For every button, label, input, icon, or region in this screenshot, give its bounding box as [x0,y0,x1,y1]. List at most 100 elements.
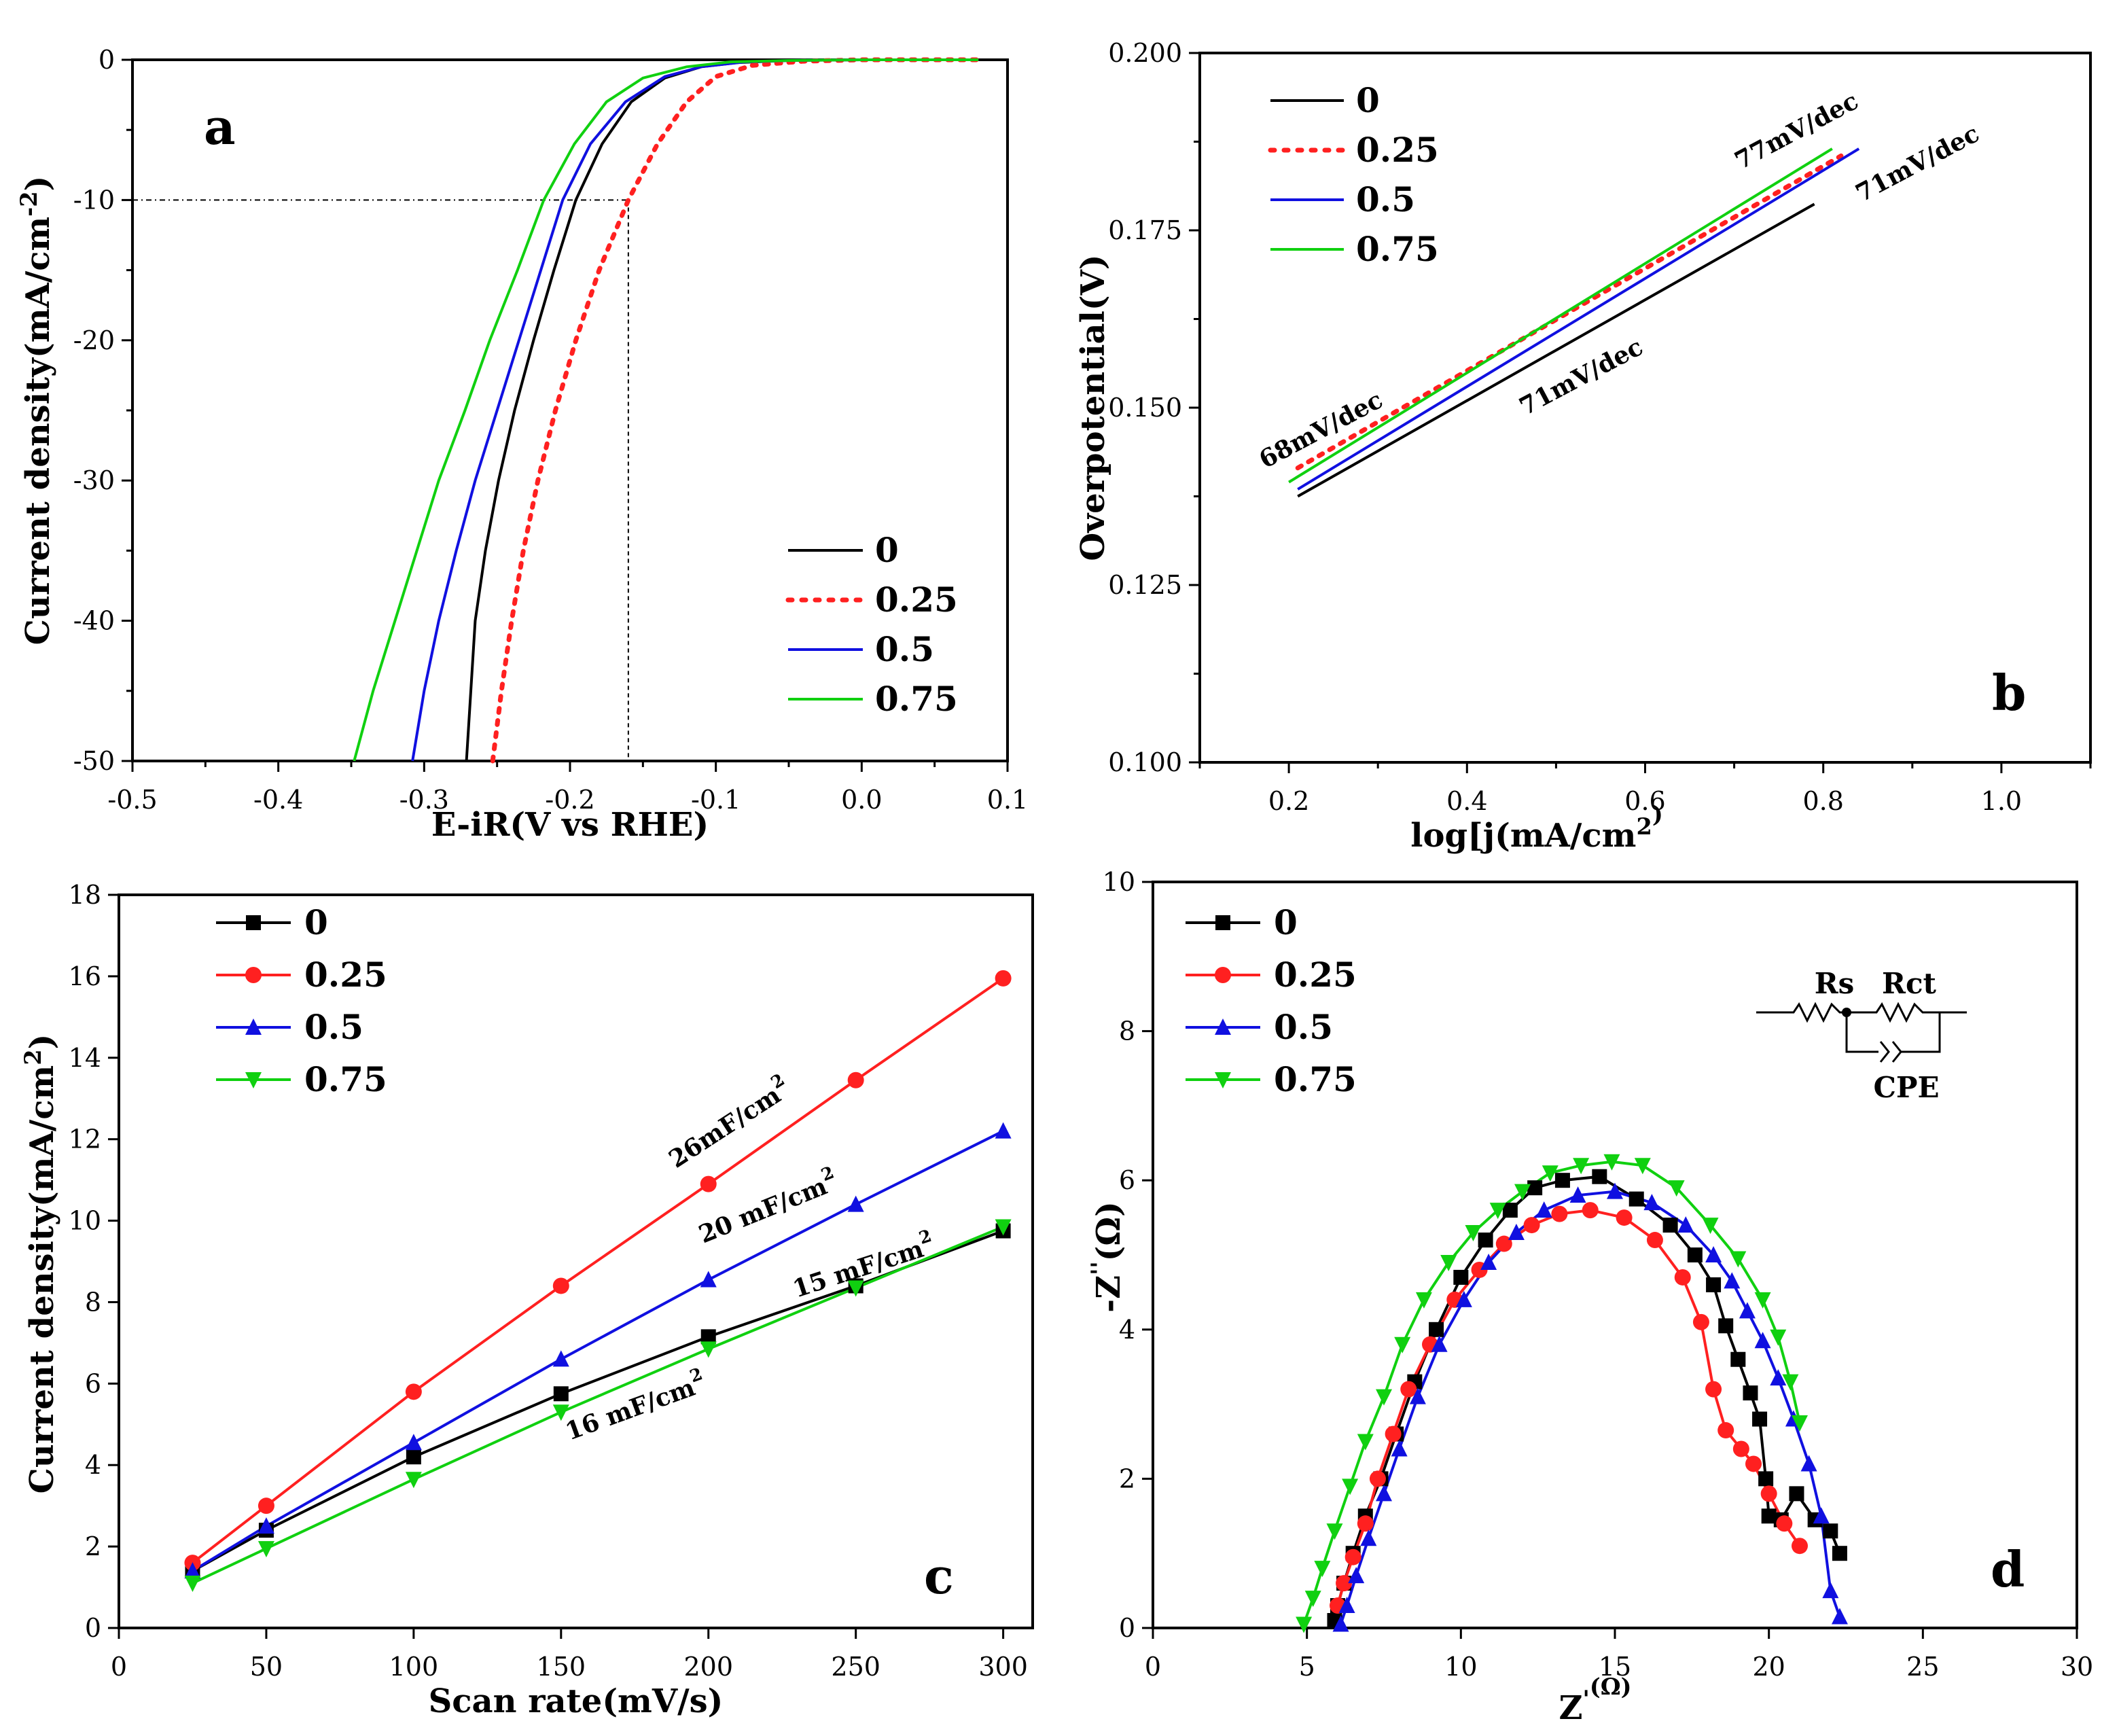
y-tick-label: 8 [1119,1016,1135,1046]
data-point-0.25 [1336,1575,1353,1592]
data-point-0.5 [847,1195,864,1212]
data-point-0 [1662,1218,1678,1233]
y-tick-label: 6 [1119,1165,1135,1195]
data-point-0.75 [995,1219,1012,1236]
y-tick-label: 14 [69,1043,101,1073]
data-point-0.75 [1296,1616,1313,1633]
data-point-0.5 [1813,1507,1830,1524]
y-tick-label: 16 [69,961,101,991]
data-point-0 [1429,1322,1444,1337]
x-tick-label: -0.5 [107,785,157,815]
legend-marker-0.75 [1215,1072,1231,1088]
x-tick-label: 150 [537,1652,586,1682]
data-point-0.25 [1717,1422,1734,1439]
data-point-0.5 [1348,1567,1365,1584]
y-tick-label: 10 [69,1206,101,1236]
data-point-0.25 [1760,1485,1777,1502]
series-line-0.75 [1302,1160,1801,1625]
data-point-0.5 [1431,1335,1448,1352]
series-line-0 [1297,202,1815,498]
legend-label: 0.75 [875,679,958,719]
data-point-0.75 [405,1472,422,1489]
data-point-0.25 [405,1383,422,1400]
x-axis-label: Z'(Ω) [1559,1673,1632,1727]
data-point-0.25 [1369,1470,1386,1487]
data-point-0.5 [1831,1608,1848,1625]
legend-label: 0.5 [1274,1007,1333,1047]
legend-marker-0.25 [1215,967,1231,983]
x-tick-label: 100 [389,1652,439,1682]
x-tick-label: 0.6 [1624,786,1665,816]
data-point-0.5 [1508,1224,1525,1241]
y-tick-label: 4 [85,1450,101,1480]
series-line-0.5 [1339,1190,1841,1625]
legend-marker-0.5 [245,1018,262,1035]
data-point-0.5 [1455,1290,1472,1307]
y-tick-label: 0.125 [1108,570,1182,600]
legend-label: 0 [304,902,328,942]
data-point-0.25 [1616,1209,1633,1226]
data-point-0.5 [1677,1216,1694,1233]
data-point-0 [1527,1180,1543,1196]
data-point-0.5 [700,1271,717,1288]
data-point-0 [1628,1191,1644,1207]
x-axis-label: E-iR(V vs RHE) [431,806,709,844]
data-point-0.25 [1400,1381,1417,1398]
data-point-0.75 [1394,1336,1411,1353]
equivalent-circuit: Rs Rct CPE [1756,967,1967,1104]
data-point-0.75 [1489,1203,1506,1220]
y-tick-label: 12 [69,1124,101,1154]
resistor-rct [1847,1002,1967,1023]
y-tick-label: 0 [99,45,115,75]
x-tick-label: 0 [1145,1652,1161,1682]
data-point-0.25 [847,1071,864,1088]
data-point-0 [1823,1523,1838,1539]
data-point-0.75 [1342,1478,1359,1495]
data-point-0.5 [1643,1194,1660,1211]
x-tick-label: 0.2 [1268,786,1309,816]
circuit-label-rct: Rct [1882,967,1936,1000]
panel-label: b [1992,664,2026,722]
data-point-0.25 [552,1277,569,1294]
legend-label: 0 [1274,902,1298,942]
data-point-0.75 [1730,1251,1747,1268]
panel-label: a [204,98,236,156]
slope-annotation: 16 mF/cm2 [560,1363,710,1446]
data-point-0 [1752,1411,1768,1427]
series-line-0 [192,1229,1004,1572]
legend-label: 0.5 [304,1007,363,1047]
plot-frame-c [118,893,1034,1629]
x-tick-label: 0.0 [841,785,882,815]
data-point-0.5 [1480,1253,1497,1270]
x-axis-label: Scan rate(mV/s) [429,1682,724,1720]
legend-marker-0.5 [1215,1018,1231,1035]
data-point-0.5 [1770,1369,1787,1386]
slope-annotation: 77mV/dec [1730,86,1864,175]
y-tick-label: 6 [85,1368,101,1398]
y-tick-label: -10 [73,185,115,215]
series-line-0.75 [192,1225,1004,1584]
data-point-0 [700,1329,716,1345]
data-point-0.5 [1569,1186,1586,1203]
resistor-rs [1756,1002,1847,1023]
legend-label: 0.25 [875,580,958,620]
data-point-0.5 [1724,1272,1741,1289]
series-line-0.75 [353,58,979,762]
data-point-0 [1687,1247,1703,1262]
data-point-0.5 [1754,1332,1771,1349]
data-point-0.5 [1391,1440,1408,1457]
series-line-0.25 [490,57,981,764]
series-line-0.5 [1297,147,1860,491]
y-tick-label: 0.150 [1108,393,1182,423]
circuit-label-cpe: CPE [1873,1071,1939,1104]
y-tick-label: 0.100 [1108,747,1182,777]
data-point-0.5 [405,1434,422,1451]
data-point-0.5 [552,1350,569,1367]
x-tick-label: 0.1 [987,785,1028,815]
series-line-0 [1333,1175,1841,1621]
data-point-0.75 [1603,1154,1620,1171]
data-point-0.5 [1705,1246,1722,1262]
data-point-0.5 [1360,1529,1377,1546]
panel-label: d [1991,1540,2025,1598]
